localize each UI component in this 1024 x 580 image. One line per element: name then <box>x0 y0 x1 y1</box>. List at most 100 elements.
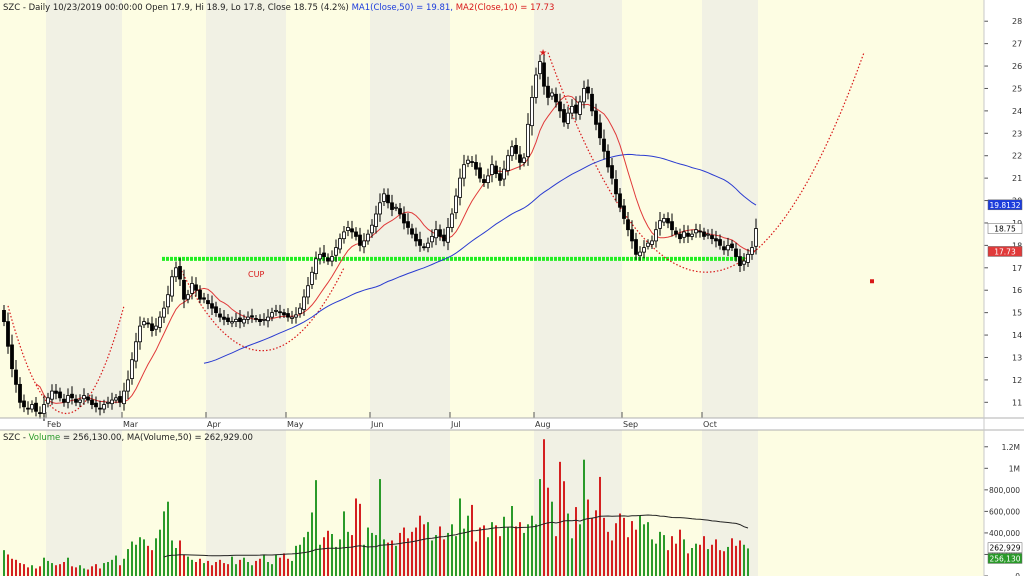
candle-body <box>406 221 410 228</box>
candle-body <box>154 325 158 330</box>
vol-header-symbol: SZC <box>3 433 20 443</box>
volume-bar <box>287 558 289 576</box>
volume-bar <box>227 564 229 576</box>
candle-body <box>478 167 482 179</box>
candle-body <box>282 312 286 316</box>
volume-bar <box>375 535 377 576</box>
candle-body <box>374 213 378 227</box>
candle-body <box>610 165 614 179</box>
volume-bar <box>443 539 445 576</box>
volume-bar <box>335 546 337 576</box>
candle-body <box>110 399 114 405</box>
candle-body <box>418 239 422 246</box>
volume-bar <box>411 531 413 576</box>
candle-body <box>318 253 322 260</box>
volume-bar <box>475 541 477 576</box>
candle-body <box>686 232 690 237</box>
candle-body <box>570 105 574 114</box>
candle-body <box>254 318 258 320</box>
candle-body <box>722 246 726 251</box>
candle-body <box>714 238 718 242</box>
volume-bar <box>203 563 205 576</box>
volume-bar <box>131 541 133 576</box>
price-panel-bg <box>0 0 984 418</box>
volume-bar <box>451 524 453 576</box>
candle-body <box>494 165 498 175</box>
candle-body <box>362 240 366 248</box>
candle-body <box>14 369 18 385</box>
volume-bar <box>527 524 529 576</box>
candle-body <box>482 179 486 184</box>
candle-body <box>162 307 166 318</box>
volume-bar <box>319 544 321 576</box>
volume-bar <box>659 531 661 576</box>
candle-body <box>534 74 538 98</box>
volume-bar <box>439 526 441 576</box>
volume-bar <box>87 569 89 576</box>
volume-bar <box>255 560 257 576</box>
volume-tick-label: 400,000 <box>989 529 1020 538</box>
volume-bar <box>691 548 693 576</box>
volume-bar <box>559 461 561 576</box>
candle-body <box>222 316 226 320</box>
volume-bar <box>347 531 349 576</box>
volume-bar <box>35 568 37 576</box>
volume-bar <box>31 565 33 576</box>
month-band-volume <box>702 430 758 576</box>
candle-body <box>82 395 86 400</box>
volume-bar <box>59 564 61 576</box>
candle-body <box>242 318 246 324</box>
volume-bar <box>139 537 141 576</box>
price-tick-label: 11 <box>1012 398 1022 407</box>
candle-body <box>582 88 586 103</box>
volume-bar <box>359 503 361 576</box>
candle-body <box>410 228 414 235</box>
header-symbol: SZC <box>3 3 20 13</box>
candle-body <box>326 257 330 262</box>
candle-body <box>130 359 134 379</box>
candle-body <box>538 61 542 75</box>
volume-bar <box>23 564 25 576</box>
candle-body <box>690 233 694 237</box>
month-band <box>534 0 622 418</box>
price-tick-label: 12 <box>1012 376 1022 385</box>
volume-bar <box>263 554 265 576</box>
candle-body <box>6 321 10 347</box>
volume-bar <box>279 557 281 576</box>
candle-body <box>86 396 90 401</box>
volume-bar <box>219 559 221 576</box>
volume-bar <box>211 565 213 576</box>
candle-body <box>294 314 298 318</box>
candle-body <box>510 146 514 157</box>
volume-bar <box>207 560 209 576</box>
vol-header-label: Volume <box>29 433 61 443</box>
volume-bar <box>391 540 393 576</box>
volume-bar <box>603 517 605 576</box>
volume-bar <box>579 524 581 576</box>
candle-body <box>398 208 402 215</box>
candle-body <box>634 239 638 255</box>
volume-bar <box>171 540 173 576</box>
volume-bar <box>383 539 385 576</box>
candle-body <box>54 390 58 394</box>
candle-body <box>238 317 242 323</box>
candle-body <box>274 309 278 312</box>
volume-bar <box>251 565 253 576</box>
header-desc: - Daily 10/23/2019 00:00:00 Open 17.9, H… <box>20 3 351 13</box>
candle-body <box>10 344 14 370</box>
candle-body <box>330 256 334 262</box>
volume-bar <box>519 522 521 576</box>
volume-bar <box>627 537 629 576</box>
candle-body <box>542 62 546 87</box>
month-label: May <box>287 420 304 429</box>
candle-body <box>458 177 462 198</box>
candle-body <box>322 252 326 257</box>
candle-body <box>358 234 362 246</box>
candle-body <box>646 242 650 247</box>
volume-bar <box>587 499 589 576</box>
candle-body <box>2 309 6 323</box>
candle-body <box>422 246 426 249</box>
volume-bar <box>543 439 545 576</box>
volume-bar <box>199 558 201 576</box>
